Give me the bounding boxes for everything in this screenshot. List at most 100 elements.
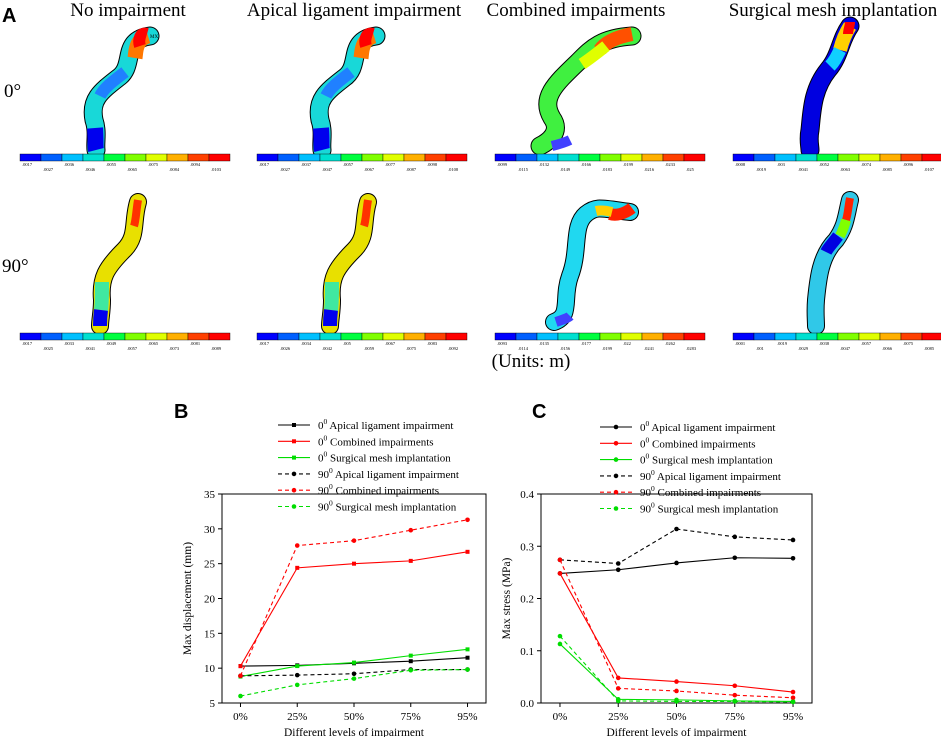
legend-tick-label: .0026: [280, 346, 291, 351]
legend-swatch: [515, 153, 538, 162]
data-point: [238, 693, 243, 699]
legend-swatch: [319, 153, 342, 162]
legend-tick-label: .0132: [539, 162, 549, 167]
legend-entry: 900 Combined impairments: [640, 484, 761, 499]
data-point: [408, 558, 413, 563]
legend-swatch: [277, 153, 300, 162]
legend-swatch: [536, 332, 559, 341]
data-point: [732, 692, 738, 698]
legend-swatch: [774, 153, 797, 162]
legend-tick-label: .0034: [301, 341, 312, 346]
legend-swatch: [187, 332, 210, 341]
legend-tick-label: .0036: [64, 162, 75, 167]
data-point: [351, 671, 357, 677]
y-tick-label: 10: [204, 663, 216, 675]
legend-marker: [613, 424, 619, 430]
legend-tick-label: .0057: [343, 162, 354, 167]
legend-swatch: [298, 153, 321, 162]
legend-tick-label: .022: [623, 341, 631, 346]
legend-swatch: [816, 153, 839, 162]
legend-tick-label: .0017: [259, 341, 270, 346]
legend-swatch: [445, 332, 468, 341]
y-axis-label: Max stress (MPa): [501, 557, 513, 639]
x-tick-label: 50%: [344, 711, 364, 723]
y-tick-label: 0.1: [520, 646, 534, 658]
legend-tick-label: .0262: [665, 341, 675, 346]
legend-tick-label: .0029: [798, 346, 809, 351]
legend-entry: 00 Surgical mesh implantation: [318, 450, 451, 465]
column-title-surgical: Surgical mesh implantation: [729, 0, 938, 21]
legend-swatch: [557, 332, 580, 341]
model-combined-90deg: [545, 199, 639, 331]
legend-tick-label: .0055: [106, 162, 117, 167]
data-point: [465, 549, 470, 554]
legend-tick-label: .0033: [64, 341, 75, 346]
data-point: [790, 689, 796, 695]
data-point: [465, 655, 470, 660]
legend-swatch: [795, 153, 818, 162]
legend-swatch: [40, 153, 63, 162]
y-tick-label: 0.4: [520, 489, 534, 501]
legend-tick-label: .025: [686, 167, 695, 172]
legend-swatch: [82, 332, 105, 341]
data-point: [408, 667, 414, 673]
legend-tick-label: .0096: [903, 162, 914, 167]
data-point: [674, 699, 679, 704]
x-axis-label: Different levels of impairment: [607, 727, 748, 737]
legend-swatch: [837, 153, 860, 162]
legend-swatch: [145, 153, 168, 162]
data-point: [351, 538, 357, 543]
y-tick-label: 0.0: [520, 698, 534, 710]
legend-tick-label: .0114: [518, 346, 529, 351]
legend-entry: 900 Combined impairments: [318, 482, 439, 497]
legend-swatch: [494, 332, 517, 341]
legend-marker: [292, 439, 296, 444]
legend-tick-label: .0094: [190, 162, 201, 167]
legend-tick-label: .0017: [22, 162, 33, 167]
x-tick-label: 75%: [401, 711, 421, 723]
data-point: [465, 517, 470, 523]
legend-marker: [613, 457, 619, 462]
legend-tick-label: .0047: [840, 346, 851, 351]
legend-swatch: [103, 153, 126, 162]
legend-marker: [613, 473, 619, 479]
model-surgical-90deg: [806, 191, 859, 335]
legend-tick-label: .0077: [385, 162, 396, 167]
y-tick-label: 30: [204, 524, 216, 536]
data-point: [732, 555, 738, 561]
column-title-apical: Apical ligament impairment: [247, 0, 462, 21]
data-point: [615, 675, 621, 681]
legend-tick-label: .0107: [924, 167, 935, 172]
column-title-combined: Combined impairments: [487, 0, 666, 21]
legend-swatch: [403, 332, 426, 341]
legend-tick-label: .0065: [148, 341, 159, 346]
model-no-impairment-90deg: [91, 193, 147, 335]
legend-swatch: [795, 332, 818, 341]
legend-tick-label: .0017: [259, 162, 270, 167]
data-point: [408, 527, 414, 533]
legend-swatch: [145, 332, 168, 341]
legend-swatch: [424, 332, 447, 341]
data-point: [732, 699, 738, 704]
legend-swatch: [256, 332, 279, 341]
legend-marker: [613, 489, 619, 495]
legend-swatch: [494, 153, 517, 162]
chart-b-max-displacement: 5 10 15 20 25 30 35 0% 25% 50% 75% 95% Different lev…: [182, 417, 487, 737]
legend-entry: 00 Apical ligament impairment: [318, 417, 453, 432]
legend-marker: [291, 504, 297, 509]
legend-tick-label: .0087: [406, 167, 417, 172]
series-line: [559, 635, 794, 703]
legend-swatch: [361, 332, 384, 341]
legend-tick-label: .0156: [560, 346, 571, 351]
legend-swatch: [445, 153, 468, 162]
legend-marker: [292, 423, 296, 427]
y-tick-label: 15: [204, 628, 216, 640]
legend-tick-label: .0083: [427, 341, 438, 346]
legend-swatch: [515, 332, 538, 341]
data-point: [408, 653, 413, 658]
legend-tick-label: .0019: [777, 341, 788, 346]
legend-tick-label: .0038: [819, 341, 830, 346]
legend-swatch: [662, 153, 685, 162]
legend-tick-label: .0041: [798, 167, 808, 172]
legend-tick-label: .0081: [190, 341, 200, 346]
